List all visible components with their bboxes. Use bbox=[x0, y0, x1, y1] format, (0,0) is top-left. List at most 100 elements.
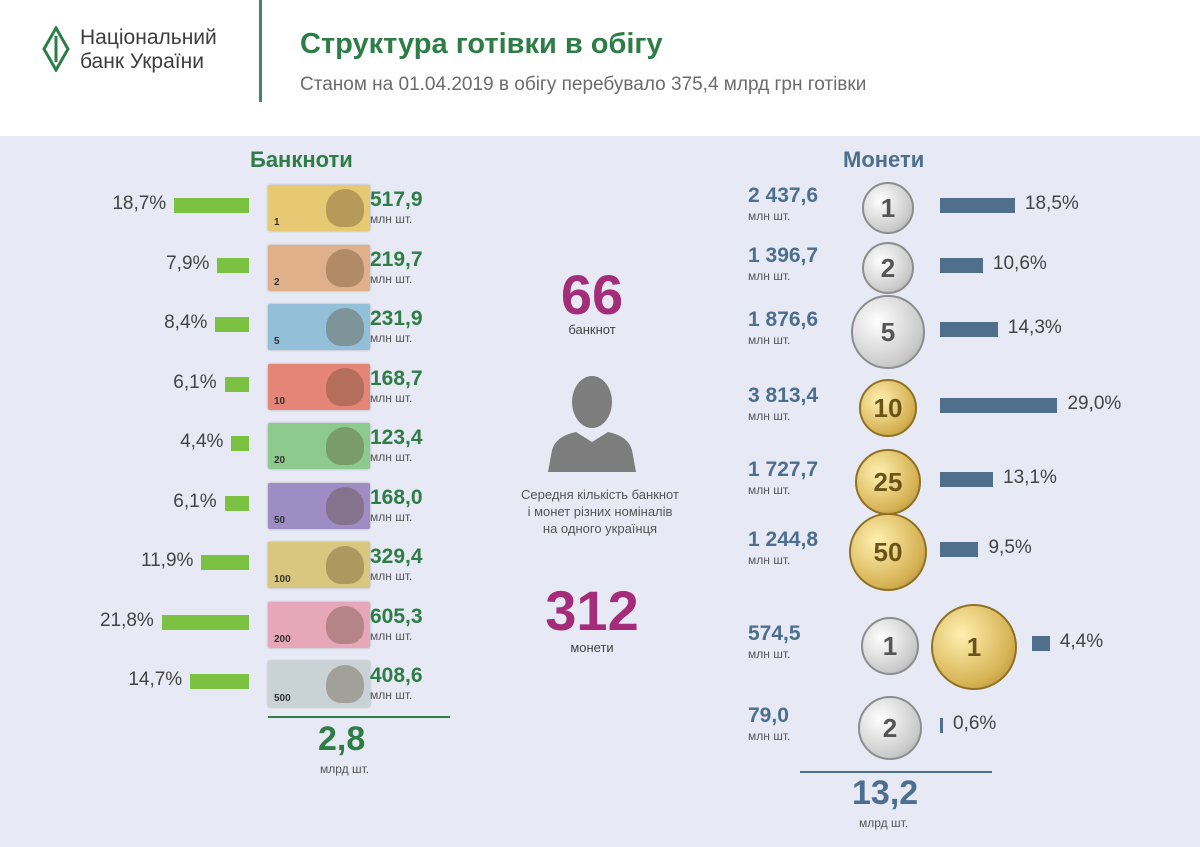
coin-unit-label: млн шт. bbox=[748, 269, 791, 283]
banknote-denomination-label: 50 bbox=[274, 514, 286, 526]
banknote-50-image: 50 bbox=[268, 482, 370, 529]
banknotes-total-line bbox=[268, 716, 450, 718]
coin-image: 25 bbox=[855, 449, 921, 515]
coin-bar bbox=[1032, 636, 1050, 651]
hryvnia-coin-image: 1 bbox=[931, 604, 1017, 690]
banknote-10-image: 10 bbox=[268, 363, 370, 410]
coin-image: 1 bbox=[861, 617, 919, 675]
coins-total-unit: млрд шт. bbox=[859, 816, 909, 830]
banknote-percent-label: 18,7% bbox=[112, 193, 167, 214]
banknote-percent-label: 6,1% bbox=[173, 490, 217, 512]
banknote-value-label: 329,4 bbox=[370, 545, 423, 568]
coin-percent-label: 0,6% bbox=[953, 713, 997, 734]
banknote-unit-label: млн шт. bbox=[370, 509, 413, 524]
banknote-percent-label: 21,8% bbox=[99, 609, 154, 631]
coin-denomination-label: 10 bbox=[873, 392, 903, 423]
banknote-5-image: 5 bbox=[268, 304, 370, 350]
portrait-icon bbox=[326, 546, 364, 584]
coin-denomination-label: 25 bbox=[873, 466, 903, 497]
portrait-icon bbox=[326, 665, 364, 703]
banknote-denomination-label: 5 bbox=[274, 336, 280, 347]
banknotes-per-person-label: банкнот bbox=[568, 322, 616, 337]
banknote-value-label: 168,7 bbox=[370, 366, 423, 390]
header: Національний банк України Структура готі… bbox=[0, 0, 1200, 136]
coins-title: Монети bbox=[843, 147, 925, 172]
portrait-icon bbox=[326, 248, 364, 287]
banknote-unit-label: млн шт. bbox=[370, 628, 413, 643]
banknote-value-label: 605,3 bbox=[370, 604, 423, 628]
coin-unit-label: млн шт. bbox=[748, 209, 791, 223]
banknote-denomination-label: 200 bbox=[274, 633, 291, 645]
coin-value-label: 2 437,6 bbox=[748, 184, 819, 207]
banknotes-total-unit: млрд шт. bbox=[320, 762, 370, 776]
description-line-3: на одного українця bbox=[542, 521, 658, 536]
banknote-value-label: 408,6 bbox=[370, 664, 423, 687]
coin-denomination-label: 50 bbox=[873, 536, 903, 567]
coin-value-label: 1 727,7 bbox=[748, 458, 819, 481]
banknote-denomination-label: 500 bbox=[274, 693, 291, 704]
coin-bar bbox=[940, 258, 983, 273]
portrait-icon bbox=[326, 605, 364, 644]
banknote-value-label: 219,7 bbox=[370, 247, 423, 271]
coin-unit-label: млн шт. bbox=[748, 647, 791, 661]
banknote-bar bbox=[161, 614, 249, 630]
banknote-percent-label: 7,9% bbox=[166, 252, 210, 274]
coin-bar bbox=[940, 472, 994, 487]
coins-total-line bbox=[800, 771, 992, 773]
banknote-denomination-label: 100 bbox=[274, 574, 291, 585]
banknote-200-image: 200 bbox=[268, 601, 370, 648]
banknote-value-label: 168,0 bbox=[370, 485, 423, 509]
banknote-unit-label: млн шт. bbox=[370, 271, 413, 286]
banknote-unit-label: млн шт. bbox=[370, 390, 413, 405]
hryvnia-denomination-label: 1 bbox=[966, 631, 982, 662]
header-divider bbox=[259, 0, 262, 102]
coins-total: 13,2 bbox=[852, 774, 919, 812]
person-icon bbox=[548, 376, 636, 472]
coins-per-person: 312 bbox=[545, 579, 639, 642]
coin-denomination-label: 2 bbox=[882, 712, 898, 743]
description-line-1: Середня кількість банкнот bbox=[521, 487, 679, 502]
per-person-description: Середня кількість банкнот і монет різних… bbox=[480, 486, 720, 537]
coin-image: 10 bbox=[859, 379, 917, 437]
coin-percent-label: 29,0% bbox=[1067, 393, 1122, 414]
banknote-value-label: 231,9 bbox=[370, 307, 423, 330]
coin-bar bbox=[940, 542, 979, 557]
coin-value-label: 574,5 bbox=[748, 622, 801, 645]
banknote-percent-label: 11,9% bbox=[140, 550, 194, 571]
coin-denomination-label: 2 bbox=[880, 252, 896, 283]
coin-image: 5 bbox=[851, 295, 925, 369]
banknote-unit-label: млн шт. bbox=[370, 212, 413, 226]
coin-value-label: 1 396,7 bbox=[748, 244, 819, 267]
banknote-bar bbox=[201, 555, 249, 570]
coin-percent-label: 9,5% bbox=[988, 537, 1032, 558]
coin-bar bbox=[940, 198, 1015, 213]
banknote-percent-label: 8,4% bbox=[164, 312, 208, 333]
coin-denomination-label: 1 bbox=[880, 192, 896, 223]
page-subtitle: Станом на 01.04.2019 в обігу перебувало … bbox=[300, 74, 867, 95]
banknote-value-label: 123,4 bbox=[370, 426, 423, 449]
banknote-unit-label: млн шт. bbox=[370, 688, 413, 702]
coin-value-label: 1 244,8 bbox=[748, 528, 819, 551]
banknote-bar bbox=[224, 495, 249, 511]
banknote-denomination-label: 1 bbox=[274, 217, 280, 228]
banknote-denomination-label: 20 bbox=[274, 455, 286, 466]
coin-bar bbox=[940, 718, 943, 733]
banknote-bar bbox=[215, 317, 249, 332]
portrait-icon bbox=[326, 427, 364, 465]
org-name: Національний банк України bbox=[80, 26, 217, 74]
banknote-unit-label: млн шт. bbox=[370, 331, 413, 345]
coin-image: 2 bbox=[858, 696, 922, 760]
banknote-20-image: 20 bbox=[268, 423, 370, 469]
banknote-bar bbox=[174, 198, 249, 213]
banknote-unit-label: млн шт. bbox=[370, 450, 413, 464]
banknote-bar bbox=[231, 436, 249, 451]
banknote-bar bbox=[217, 257, 249, 273]
coin-unit-label: млн шт. bbox=[748, 409, 791, 423]
coin-value-label: 79,0 bbox=[748, 704, 789, 727]
banknote-denomination-label: 2 bbox=[274, 276, 280, 288]
coin-denomination-label: 5 bbox=[880, 316, 896, 347]
coin-unit-label: млн шт. bbox=[748, 553, 791, 567]
banknote-bar bbox=[190, 674, 249, 689]
banknote-bar bbox=[224, 376, 249, 392]
coin-value-label: 1 876,6 bbox=[748, 308, 819, 331]
